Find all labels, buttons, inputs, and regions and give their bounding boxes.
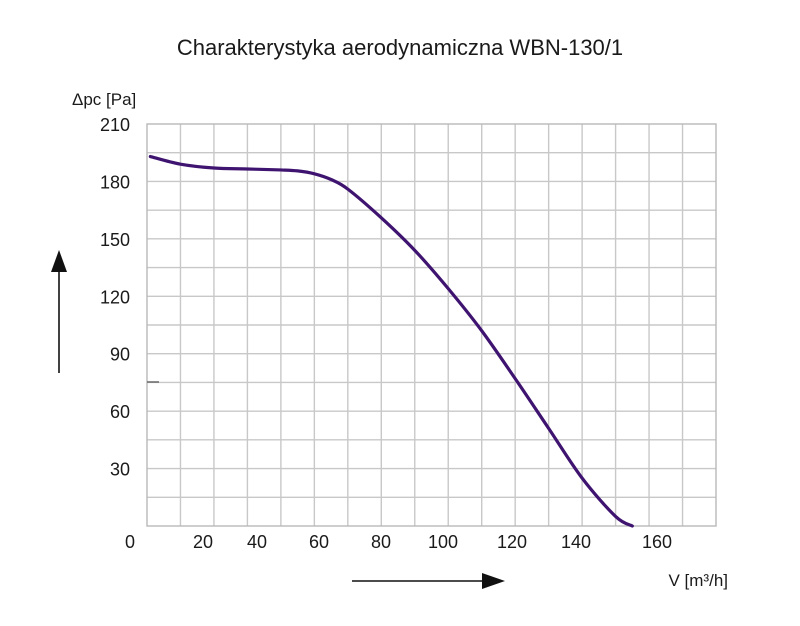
x-direction-arrow-icon <box>482 573 505 589</box>
y-tick-label: 180 <box>100 172 130 192</box>
y-tick-label: 210 <box>100 115 130 135</box>
y-tick-label: 60 <box>110 402 130 422</box>
series-line-aerodynamic-characteristic <box>148 154 634 528</box>
x-tick-label: 120 <box>497 532 527 552</box>
x-axis-label: V [m³/h] <box>668 571 728 590</box>
y-tick-label: 30 <box>110 460 130 480</box>
x-tick-label: 0 <box>125 532 135 552</box>
x-tick-label: 160 <box>642 532 672 552</box>
x-tick-label: 100 <box>428 532 458 552</box>
plot-frame <box>146 123 717 527</box>
x-tick-labels: 0 20 40 60 80 100 120 140 160 <box>125 532 672 552</box>
x-tick-label: 80 <box>371 532 391 552</box>
y-axis-label: Δpc [Pa] <box>72 90 136 109</box>
y-tick-labels: 30 60 90 120 150 180 210 <box>100 115 130 480</box>
chart-title: Charakterystyka aerodynamiczna WBN-130/1 <box>177 35 623 60</box>
y-tick-label: 120 <box>100 287 130 307</box>
series-layer <box>148 154 634 528</box>
x-tick-label: 140 <box>561 532 591 552</box>
y-tick-label: 90 <box>110 345 130 365</box>
y-direction-arrow-icon <box>51 250 67 272</box>
x-tick-label: 20 <box>193 532 213 552</box>
grid <box>147 124 716 526</box>
x-tick-label: 60 <box>309 532 329 552</box>
x-tick-label: 40 <box>247 532 267 552</box>
y-tick-label: 150 <box>100 230 130 250</box>
